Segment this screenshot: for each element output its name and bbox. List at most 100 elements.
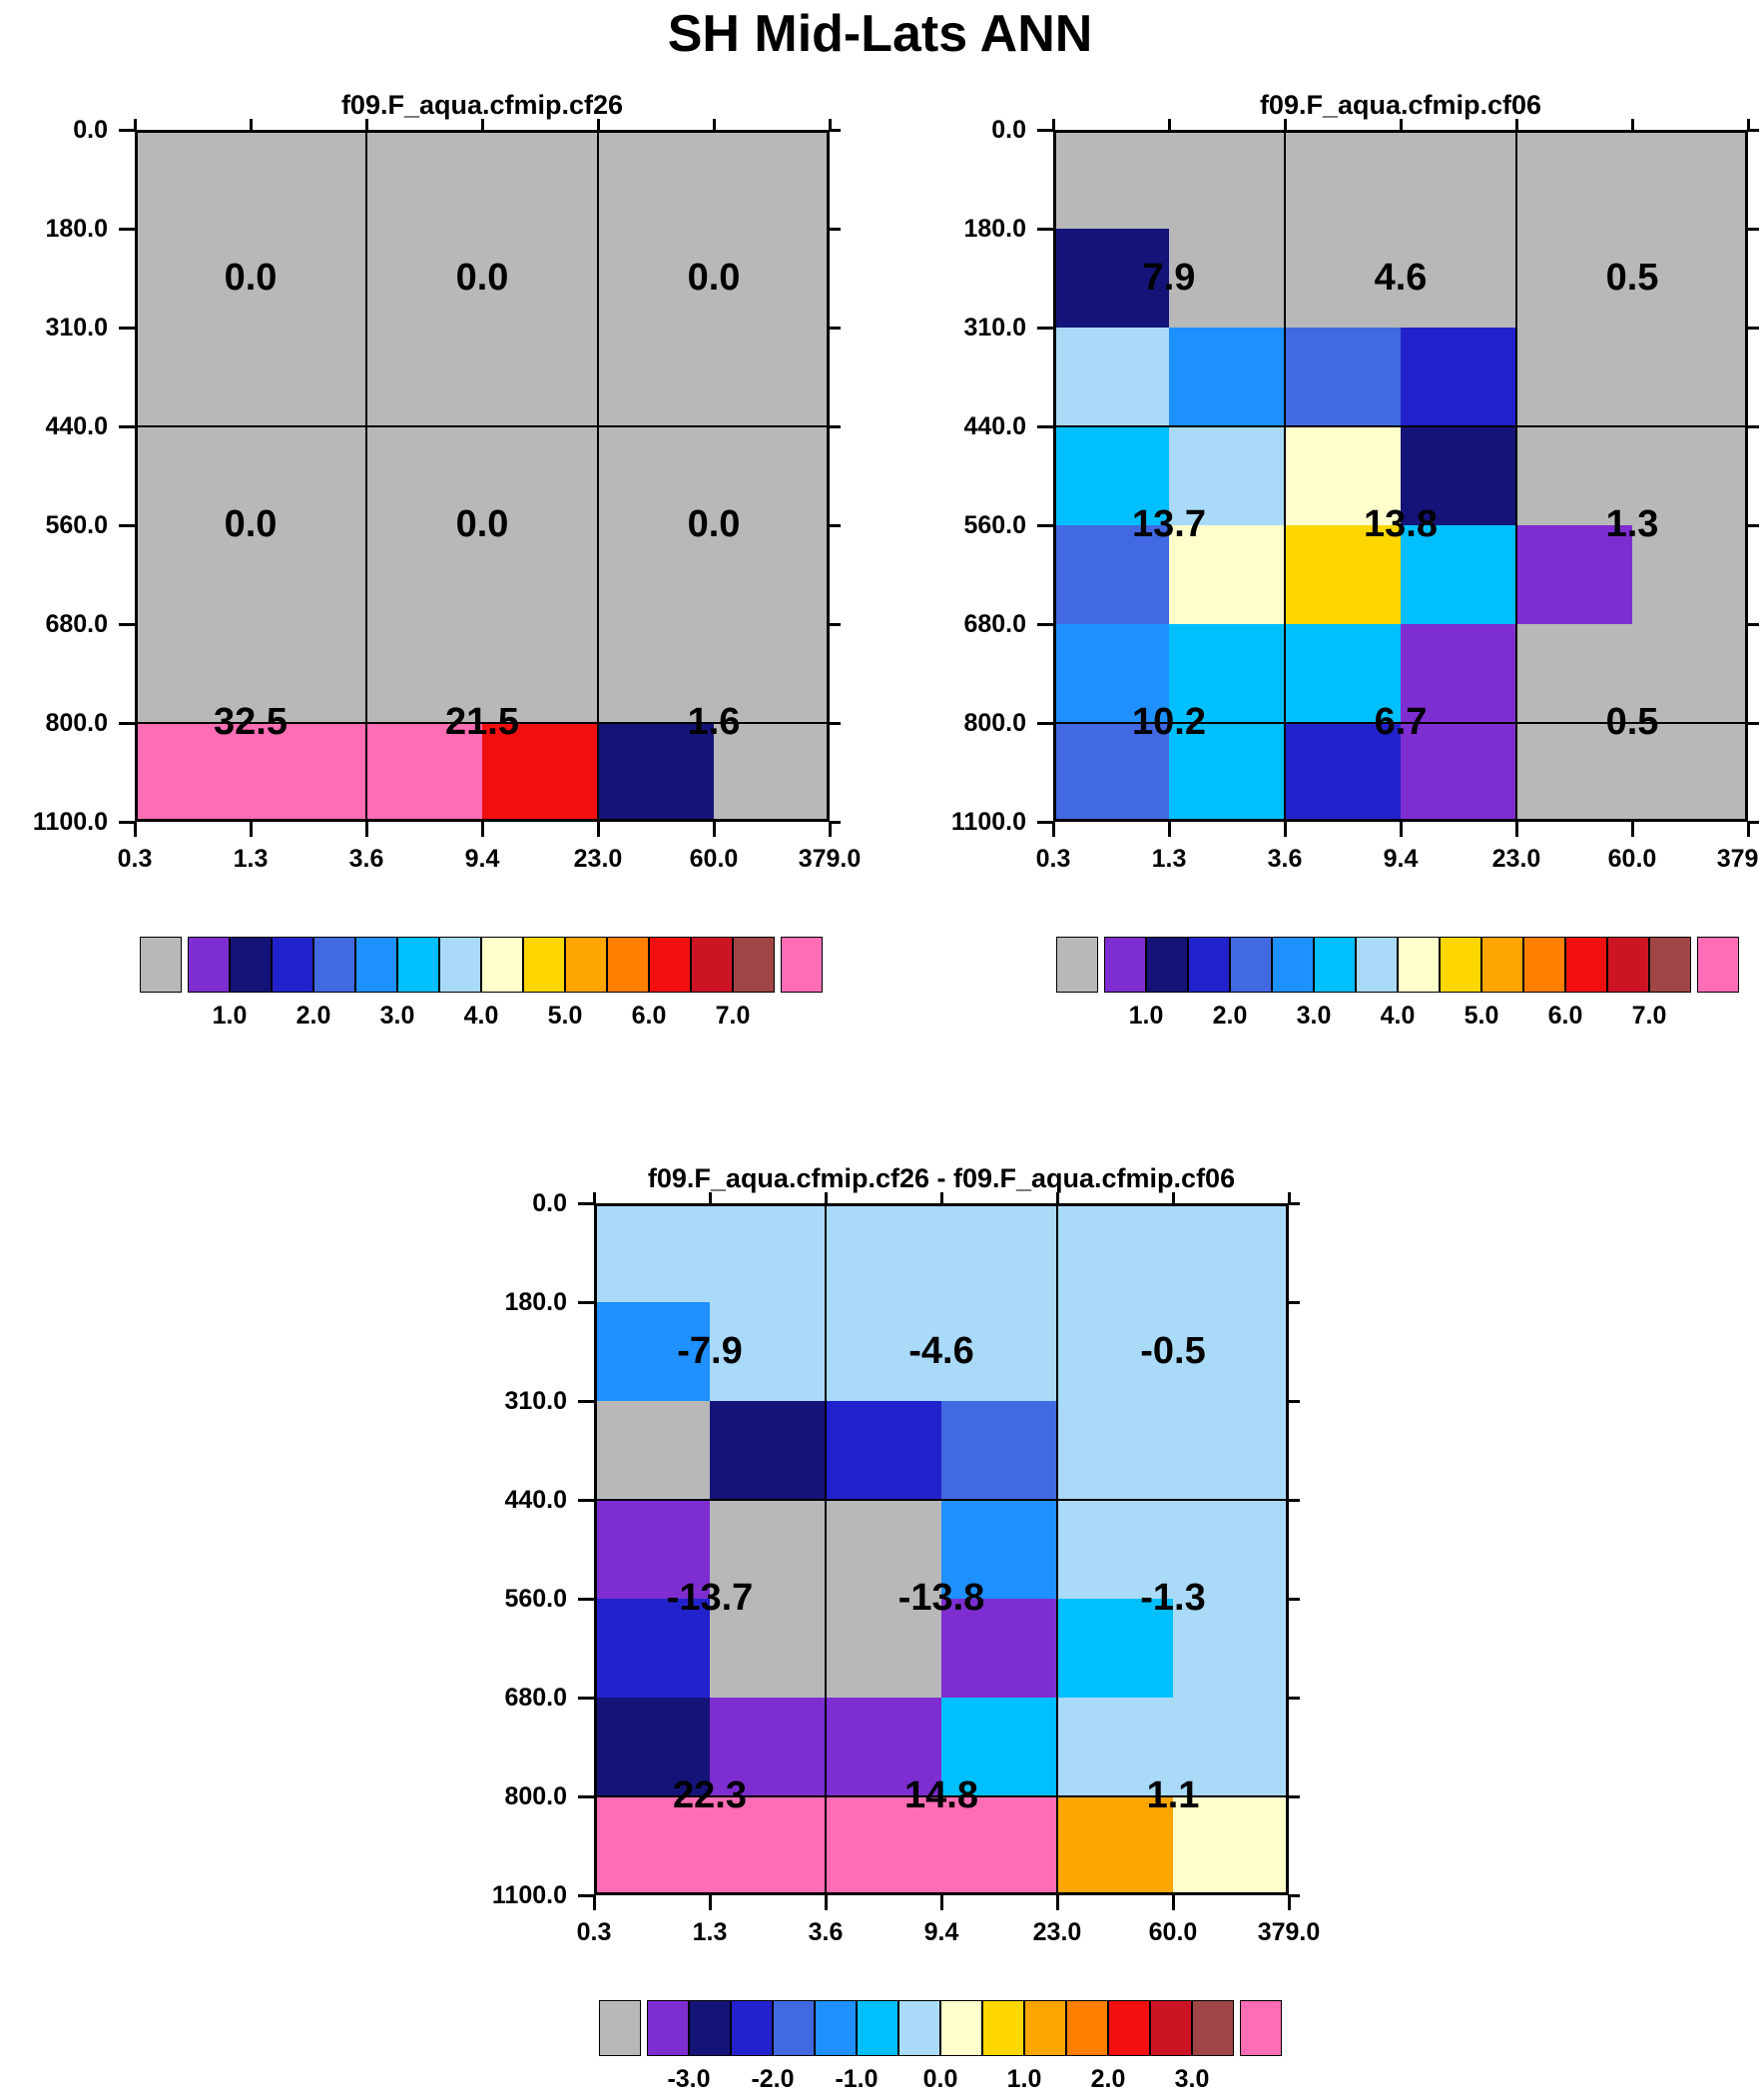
colorbar-tick-label: 6.0 [631,1002,667,1030]
heatmap-cell [251,624,366,723]
heatmap-cell [1632,328,1748,426]
heatmap-cell [594,1500,710,1599]
y-tick-label: 0.0 [532,1189,567,1217]
y-axis-tick-right [1748,129,1759,132]
cell-value-label: 0.5 [1605,256,1659,299]
heatmap-cell [1057,1599,1173,1698]
heatmap-cell [1053,328,1169,426]
x-axis-tick [1056,1895,1059,1910]
x-axis-tick-top [1747,119,1750,130]
cell-value-label: -13.7 [666,1577,754,1619]
colorbar-segment [355,937,397,993]
y-axis-tick [578,1795,594,1798]
grid-line-horizontal [594,1795,1289,1797]
heatmap-cell [366,426,482,525]
heatmap-cell [1053,130,1169,229]
x-axis-tick [1747,822,1750,837]
x-axis-tick [481,822,484,837]
y-axis-tick-right [830,722,841,725]
colorbar-tick-label: 3.0 [379,1002,415,1030]
x-axis-tick-top [940,1192,943,1203]
y-tick-label: 310.0 [45,314,108,342]
heatmap-cell [1057,1203,1173,1302]
cell-value-label: -0.5 [1140,1329,1206,1372]
colorbar-tick-label: 5.0 [1464,1002,1499,1030]
colorbar-segment [1356,937,1398,993]
colorbar-segment [565,937,607,993]
cell-value-label: 4.6 [1374,256,1428,299]
x-axis-tick-top [1288,1192,1291,1203]
colorbar-tick-label: 6.0 [1547,1002,1583,1030]
heatmap-cell [251,328,366,426]
colorbar-segment [940,2000,982,2056]
y-axis-tick-right [830,327,841,330]
grid-line-horizontal [1053,425,1748,427]
colorbar-segment [1481,937,1523,993]
y-axis-tick-right [1748,327,1759,330]
y-axis-tick [578,1894,594,1897]
colorbar-segment [599,2000,641,2056]
x-axis-tick-top [481,119,484,130]
x-tick-label: 9.4 [464,845,500,873]
colorbar-segment [607,937,649,993]
heatmap-cell [1516,723,1632,822]
x-axis-tick-top [1172,1192,1175,1203]
x-axis-tick-top [713,119,716,130]
heatmap-cell [826,1203,941,1302]
heatmap-cell [135,624,251,723]
grid-line-horizontal [135,425,830,427]
heatmap-cell [1053,723,1169,822]
y-axis-tick [1037,524,1053,527]
colorbar-segment [272,937,313,993]
heatmap-cell [710,1401,826,1500]
x-axis-tick-top [1056,1192,1059,1203]
colorbar-segment [1240,2000,1282,2056]
colorbar-segment [1192,2000,1234,2056]
x-tick-label: 3.6 [1267,845,1303,873]
y-axis-tick-right [1748,722,1759,725]
x-axis-tick-top [134,119,137,130]
colorbar-segment [140,937,182,993]
heatmap-cell [1516,525,1632,624]
heatmap-cell [1401,426,1516,525]
x-axis-tick-top [1631,119,1634,130]
heatmap-cell [1169,624,1285,723]
heatmap-cell [251,130,366,229]
heatmap-cell [710,1302,826,1401]
heatmap-cell [1632,130,1748,229]
y-axis-tick-right [1289,1598,1300,1601]
y-axis-tick-right [1289,1400,1300,1403]
x-tick-label: 9.4 [1383,845,1419,873]
colorbar-segment [1056,937,1098,993]
y-axis-tick-right [1289,1499,1300,1502]
colorbar-tick-label: 4.0 [463,1002,499,1030]
cell-value-label: 1.6 [687,701,741,743]
x-axis-tick [1052,822,1055,837]
heatmap-cell [1169,426,1285,525]
cell-value-label: 0.0 [687,256,741,299]
cell-value-label: 0.0 [224,256,278,299]
grid-line-vertical [365,130,367,822]
x-tick-label: 23.0 [1491,845,1541,873]
heatmap-cell [1401,723,1516,822]
cell-value-label: 22.3 [673,1774,747,1816]
y-tick-label: 680.0 [45,610,108,638]
heatmap-cell [1173,1698,1289,1796]
colorbar-segment [731,2000,773,2056]
x-tick-label: 3.6 [348,845,384,873]
colorbar-segment [982,2000,1024,2056]
colorbar-segment [1188,937,1230,993]
y-tick-label: 1100.0 [491,1881,567,1909]
heatmap-panel-diff: 0.3 1.3 3.6 9.4 23.0 60.0 379.0 0.0 180.0 310.0 44… [492,1189,1320,1946]
heatmap-cell [135,525,251,624]
colorbar-tick-label: 1.0 [1128,1002,1164,1030]
heatmap-cell [1516,328,1632,426]
y-tick-label: 680.0 [963,610,1026,638]
heatmap-cell [1285,229,1401,328]
heatmap-cell [135,426,251,525]
x-tick-label: 0.3 [117,845,153,873]
y-tick-label: 680.0 [504,1684,567,1712]
x-axis-tick [1284,822,1287,837]
cell-value-label: 1.3 [1605,503,1659,545]
heatmap-cell [482,723,598,822]
